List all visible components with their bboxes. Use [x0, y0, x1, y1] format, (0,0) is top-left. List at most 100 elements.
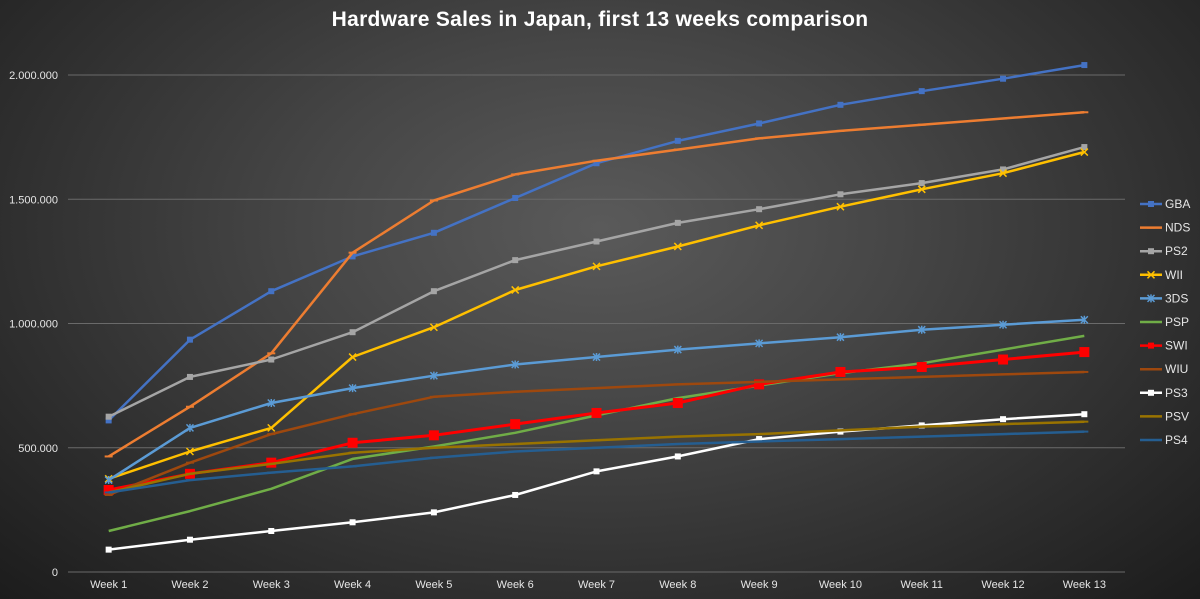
legend-label: GBA [1165, 197, 1190, 211]
data-point [592, 262, 601, 271]
x-tick-label: Week 11 [901, 579, 943, 591]
data-point [837, 191, 844, 198]
data-point [1079, 347, 1090, 358]
legend-label: NDS [1165, 221, 1190, 235]
data-point [428, 430, 439, 441]
data-point [1148, 248, 1154, 255]
data-point [511, 285, 520, 294]
x-tick-label: Week 4 [334, 579, 371, 591]
x-tick-label: Week 13 [1063, 579, 1106, 591]
x-tick-label: Week 1 [90, 579, 127, 591]
x-tick-label: Week 6 [497, 579, 534, 591]
data-point [186, 336, 193, 343]
series-line [108, 150, 1085, 480]
legend-label: WII [1165, 268, 1183, 282]
series-wiu [104, 370, 1089, 497]
data-point [268, 527, 275, 534]
legend-item-psv: PSV [1140, 409, 1189, 423]
data-point [430, 288, 437, 295]
series-ps4 [104, 430, 1089, 494]
data-point [918, 88, 925, 95]
data-point [186, 536, 193, 543]
data-point [1148, 201, 1154, 207]
data-point [674, 137, 681, 144]
data-point [674, 219, 681, 226]
y-tick-label: 0 [52, 567, 58, 579]
legend-label: PS2 [1165, 244, 1188, 258]
x-tick-label: Week 8 [659, 579, 696, 591]
data-point [674, 453, 681, 460]
data-point [349, 519, 356, 526]
data-point [591, 407, 602, 418]
data-point [836, 333, 845, 342]
data-point [917, 325, 926, 334]
data-point [103, 484, 114, 495]
legend-item-ps4: PS4 [1140, 433, 1188, 447]
series-line [108, 412, 1085, 551]
data-point [105, 546, 112, 553]
data-point [347, 437, 358, 448]
gridlines [68, 74, 1125, 573]
data-point [836, 202, 845, 211]
data-point [835, 366, 846, 377]
x-tick-label: Week 12 [981, 579, 1024, 591]
data-point [592, 353, 601, 362]
data-point [510, 419, 521, 430]
series-wii [104, 148, 1089, 483]
chart-title: Hardware Sales in Japan, first 13 weeks … [331, 8, 869, 31]
data-point [512, 195, 519, 202]
legend-label: PSP [1165, 315, 1189, 329]
data-point [104, 476, 113, 485]
data-point [756, 206, 763, 213]
data-point [267, 423, 276, 432]
series-gba [105, 62, 1088, 424]
y-tick-label: 500.000 [18, 443, 58, 455]
x-axis: Week 1 Week 2 Week 3 Week 4 Week 5 Week 6 Week… [90, 579, 1106, 591]
data-point [349, 253, 356, 260]
legend-item-wiu: WIU [1140, 362, 1188, 376]
data-point [348, 384, 357, 393]
series-psv [104, 420, 1089, 494]
legend-item-wii: WII [1140, 268, 1183, 282]
y-tick-label: 2.000.000 [9, 70, 58, 82]
data-point [672, 398, 683, 409]
data-point [916, 361, 927, 372]
data-point [429, 323, 438, 332]
legend-label: WIU [1165, 362, 1188, 376]
data-point [754, 379, 765, 390]
legend-label: 3DS [1165, 291, 1188, 305]
data-point [1146, 294, 1156, 303]
data-point [267, 398, 276, 408]
data-point [999, 320, 1008, 329]
data-point [593, 468, 600, 475]
data-point [348, 353, 357, 362]
data-point [429, 371, 438, 380]
data-point [430, 509, 437, 516]
data-point [512, 491, 519, 498]
data-point [1000, 75, 1007, 82]
data-point [1081, 62, 1088, 69]
x-tick-label: Week 5 [415, 579, 452, 591]
data-point [673, 345, 682, 354]
data-point [755, 339, 764, 348]
legend: GBA NDS PS2 WII 3DS PSP SWI WIU PS3 PSV PS4 [1140, 197, 1190, 447]
legend-item-nds: NDS [1140, 221, 1190, 235]
x-tick-label: Week 2 [171, 579, 208, 591]
data-point [593, 160, 600, 167]
legend-item-swi: SWI [1140, 339, 1188, 353]
data-point [268, 356, 275, 363]
data-point [593, 238, 600, 245]
legend-label: PS4 [1165, 433, 1188, 447]
data-point [1000, 166, 1007, 173]
legend-label: PSV [1165, 409, 1189, 423]
data-point [673, 242, 682, 251]
y-axis: 0 500.000 1.000.000 1.500.000 2.000.000 [9, 70, 58, 579]
data-point [1080, 148, 1089, 157]
data-point [185, 423, 194, 432]
data-point [105, 417, 112, 424]
legend-item-ps2: PS2 [1140, 244, 1188, 258]
data-point [186, 373, 193, 380]
y-tick-label: 1.000.000 [9, 319, 58, 331]
data-point [755, 221, 764, 230]
